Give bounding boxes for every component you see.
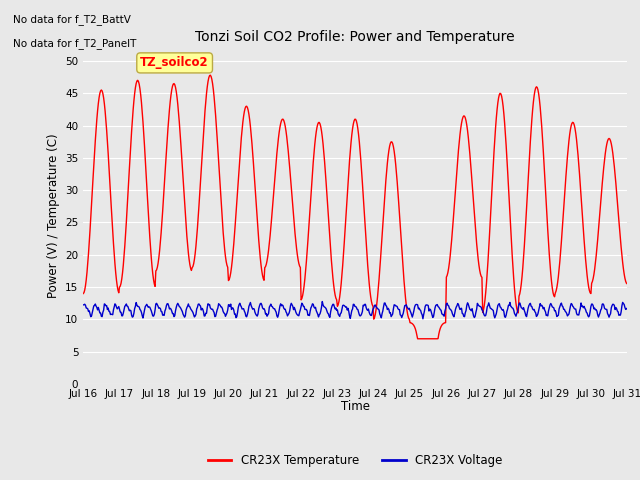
Y-axis label: Power (V) / Temperature (C): Power (V) / Temperature (C) — [47, 134, 60, 298]
Title: Tonzi Soil CO2 Profile: Power and Temperature: Tonzi Soil CO2 Profile: Power and Temper… — [195, 30, 515, 44]
Legend: CR23X Temperature, CR23X Voltage: CR23X Temperature, CR23X Voltage — [203, 450, 508, 472]
Text: No data for f_T2_BattV: No data for f_T2_BattV — [13, 14, 131, 25]
X-axis label: Time: Time — [340, 400, 370, 413]
Text: TZ_soilco2: TZ_soilco2 — [140, 56, 209, 70]
Text: No data for f_T2_PanelT: No data for f_T2_PanelT — [13, 38, 136, 49]
